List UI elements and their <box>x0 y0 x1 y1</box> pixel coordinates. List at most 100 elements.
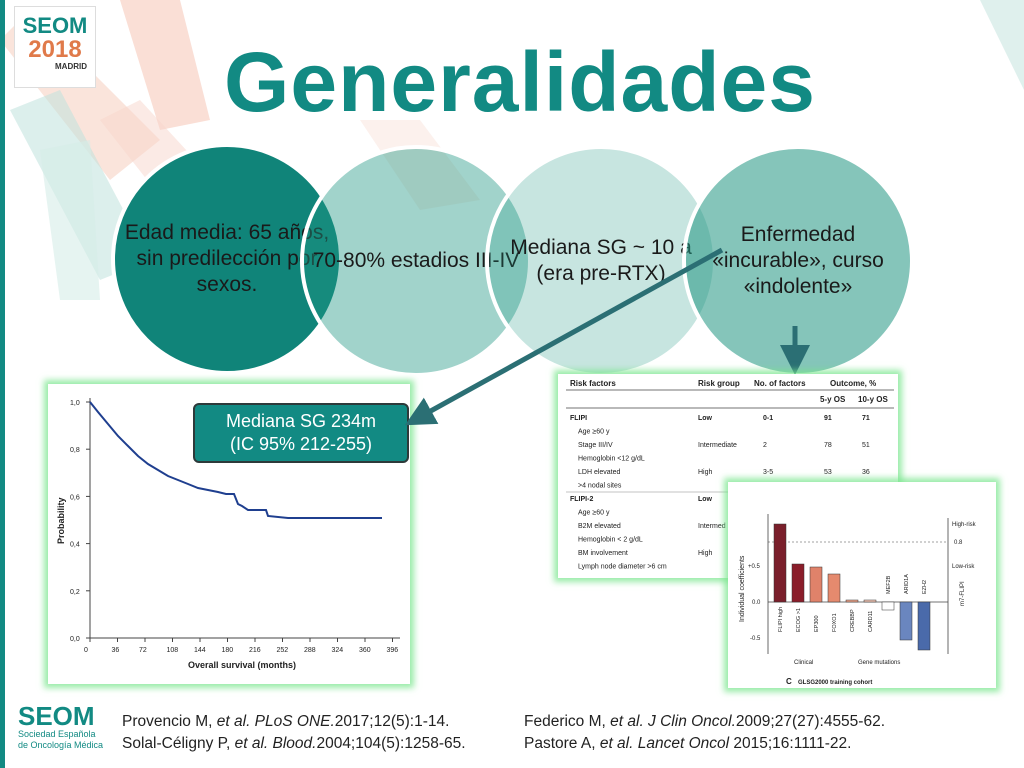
table-cell: 51 <box>862 442 870 449</box>
logo-city: MADRID <box>55 62 87 72</box>
reference: Pastore A, et al. Lancet Oncol 2015;16:1… <box>524 735 852 753</box>
table-cell: 91 <box>824 415 832 422</box>
km-xtick: 216 <box>249 647 261 654</box>
col-subheader: 5-y OS <box>820 395 846 404</box>
coefficients-figure: Individual coefficients +0.5 0.0 -0.5 Hi… <box>728 482 996 688</box>
coef-bar <box>827 573 841 603</box>
table-cell: 3-5 <box>763 469 773 476</box>
table-cell: Hemoglobin <12 g/dL <box>578 456 645 463</box>
survival-curve <box>89 401 382 519</box>
logo-year: 2018 <box>28 36 82 63</box>
table-cell: 71 <box>862 415 870 422</box>
coef-bar-label: ARID1A <box>904 574 910 594</box>
km-ytick: 0,0 <box>70 636 80 643</box>
col-header: Outcome, % <box>830 379 876 388</box>
coef-bar-label: MEF2B <box>886 575 892 594</box>
coef-bar <box>791 563 805 603</box>
seom-footer-logo: SEOM Sociedad Española de Oncología Médi… <box>18 703 110 751</box>
coef-bar-label: FOXO1 <box>832 613 838 632</box>
footer-logo-name: SEOM <box>18 701 95 731</box>
table-cell: Intermediate <box>698 442 737 449</box>
circle-enfermedad: Enfermedad «incurable», curso «indolente… <box>682 145 914 377</box>
coef-ytick: 0.0 <box>752 600 761 606</box>
table-cell: Age ≥60 y <box>578 510 610 517</box>
circle-text: Mediana SG ~ 10 a (era pre-RTX) <box>510 235 692 285</box>
table-cell: BM involvement <box>578 550 628 557</box>
table-cell: 2 <box>763 442 767 449</box>
logo-name: SEOM <box>22 13 88 38</box>
circle-text: Enfermedad «incurable», curso «indolente… <box>712 222 884 299</box>
coef-bar <box>863 599 877 603</box>
coef-caption: GLSG2000 training cohort <box>798 680 872 686</box>
footer-logo-sub2: de Oncología Médica <box>18 739 104 750</box>
footer-logo-sub1: Sociedad Española <box>18 729 96 739</box>
table-cell: 0-1 <box>763 415 773 422</box>
col-header: Risk factors <box>570 379 616 388</box>
table-cell: High <box>698 469 713 476</box>
table-cell: Age ≥60 y <box>578 429 610 436</box>
coef-bar-label: EP300 <box>814 615 820 632</box>
coef-bar-label: EZH2 <box>922 580 928 594</box>
km-xtick: 360 <box>359 647 371 654</box>
panel-letter: C <box>786 677 792 686</box>
table-cell: >4 nodal sites <box>578 483 622 490</box>
km-xtick: 252 <box>277 647 289 654</box>
coef-bar <box>917 601 931 651</box>
circle-text: Edad media: 65 años, sin predilección po… <box>124 220 330 297</box>
km-ytick: 0,8 <box>70 447 80 454</box>
table-cell: FLIPI-2 <box>570 496 593 503</box>
median-survival-box: Mediana SG 234m (IC 95% 212-255) <box>193 403 409 463</box>
coef-bar <box>899 601 913 641</box>
km-xtick: 180 <box>222 647 234 654</box>
km-ytick: 1,0 <box>70 400 80 407</box>
table-cell: Stage III/IV <box>578 442 613 449</box>
km-xtick: 324 <box>332 647 344 654</box>
table-cell: 36 <box>862 469 870 476</box>
coef-ytick: +0.5 <box>748 564 761 570</box>
km-xtick: 0 <box>84 647 88 654</box>
page-title: Generalidades <box>224 35 816 129</box>
table-cell: FLIPI <box>570 415 587 422</box>
km-xtick: 288 <box>304 647 316 654</box>
km-xtick: 36 <box>112 647 120 654</box>
coef-ytick: -0.5 <box>750 636 761 642</box>
coef-bar <box>809 566 823 603</box>
seom-2018-logo: SEOM 2018 MADRID <box>14 6 96 88</box>
right-label: 0.8 <box>954 540 963 546</box>
table-cell: High <box>698 550 713 557</box>
circle-edad-media: Edad media: 65 años, sin predilección po… <box>111 143 343 375</box>
coef-bar-label: CARD11 <box>868 611 874 632</box>
coef-bar-label: CREBBP <box>850 609 856 632</box>
coef-bar-label: ECOG >1 <box>796 608 802 632</box>
table-cell: LDH elevated <box>578 469 621 476</box>
km-xtick: 72 <box>139 647 147 654</box>
left-accent-bar <box>0 0 5 768</box>
table-cell: Lymph node diameter >6 cm <box>578 564 667 571</box>
km-xtick: 144 <box>194 647 206 654</box>
coef-bar <box>845 599 859 603</box>
median-line2: (IC 95% 212-255) <box>229 434 373 454</box>
references-left: Provencio M, et al. PLoS ONE.2017;12(5):… <box>122 711 466 756</box>
km-chart: 1,0 0,8 0,6 0,4 0,2 0,0 0 36 72 108 144 180 216 252 2… <box>56 398 400 670</box>
km-ytick: 0,4 <box>70 542 80 549</box>
coef-ylabel: Individual coefficients <box>739 555 746 622</box>
coef-chart: Individual coefficients +0.5 0.0 -0.5 Hi… <box>739 514 977 686</box>
col-header: No. of factors <box>754 379 806 388</box>
km-xtick: 108 <box>167 647 179 654</box>
table-cell: Intermed <box>698 523 726 530</box>
group-label: Clinical <box>794 660 813 666</box>
group-label: Gene mutations <box>858 660 900 666</box>
median-line1: Mediana SG 234m <box>225 410 377 431</box>
table-cell: Hemoglobin < 2 g/dL <box>578 537 643 544</box>
col-header: Risk group <box>698 379 740 388</box>
right-label: m7-FLIPI <box>960 581 966 606</box>
reference: Provencio M, et al. PLoS ONE.2017;12(5):… <box>122 713 450 730</box>
coef-bar <box>773 523 787 603</box>
right-label: Low-risk <box>952 564 975 570</box>
km-xtick: 396 <box>387 647 399 654</box>
table-cell: 78 <box>824 442 832 449</box>
table-cell: B2M elevated <box>578 523 621 530</box>
table-cell: Low <box>698 496 713 503</box>
km-xlabel: Overall survival (months) <box>188 660 296 670</box>
risk-table: Risk factors Risk group No. of factors O… <box>566 379 894 571</box>
